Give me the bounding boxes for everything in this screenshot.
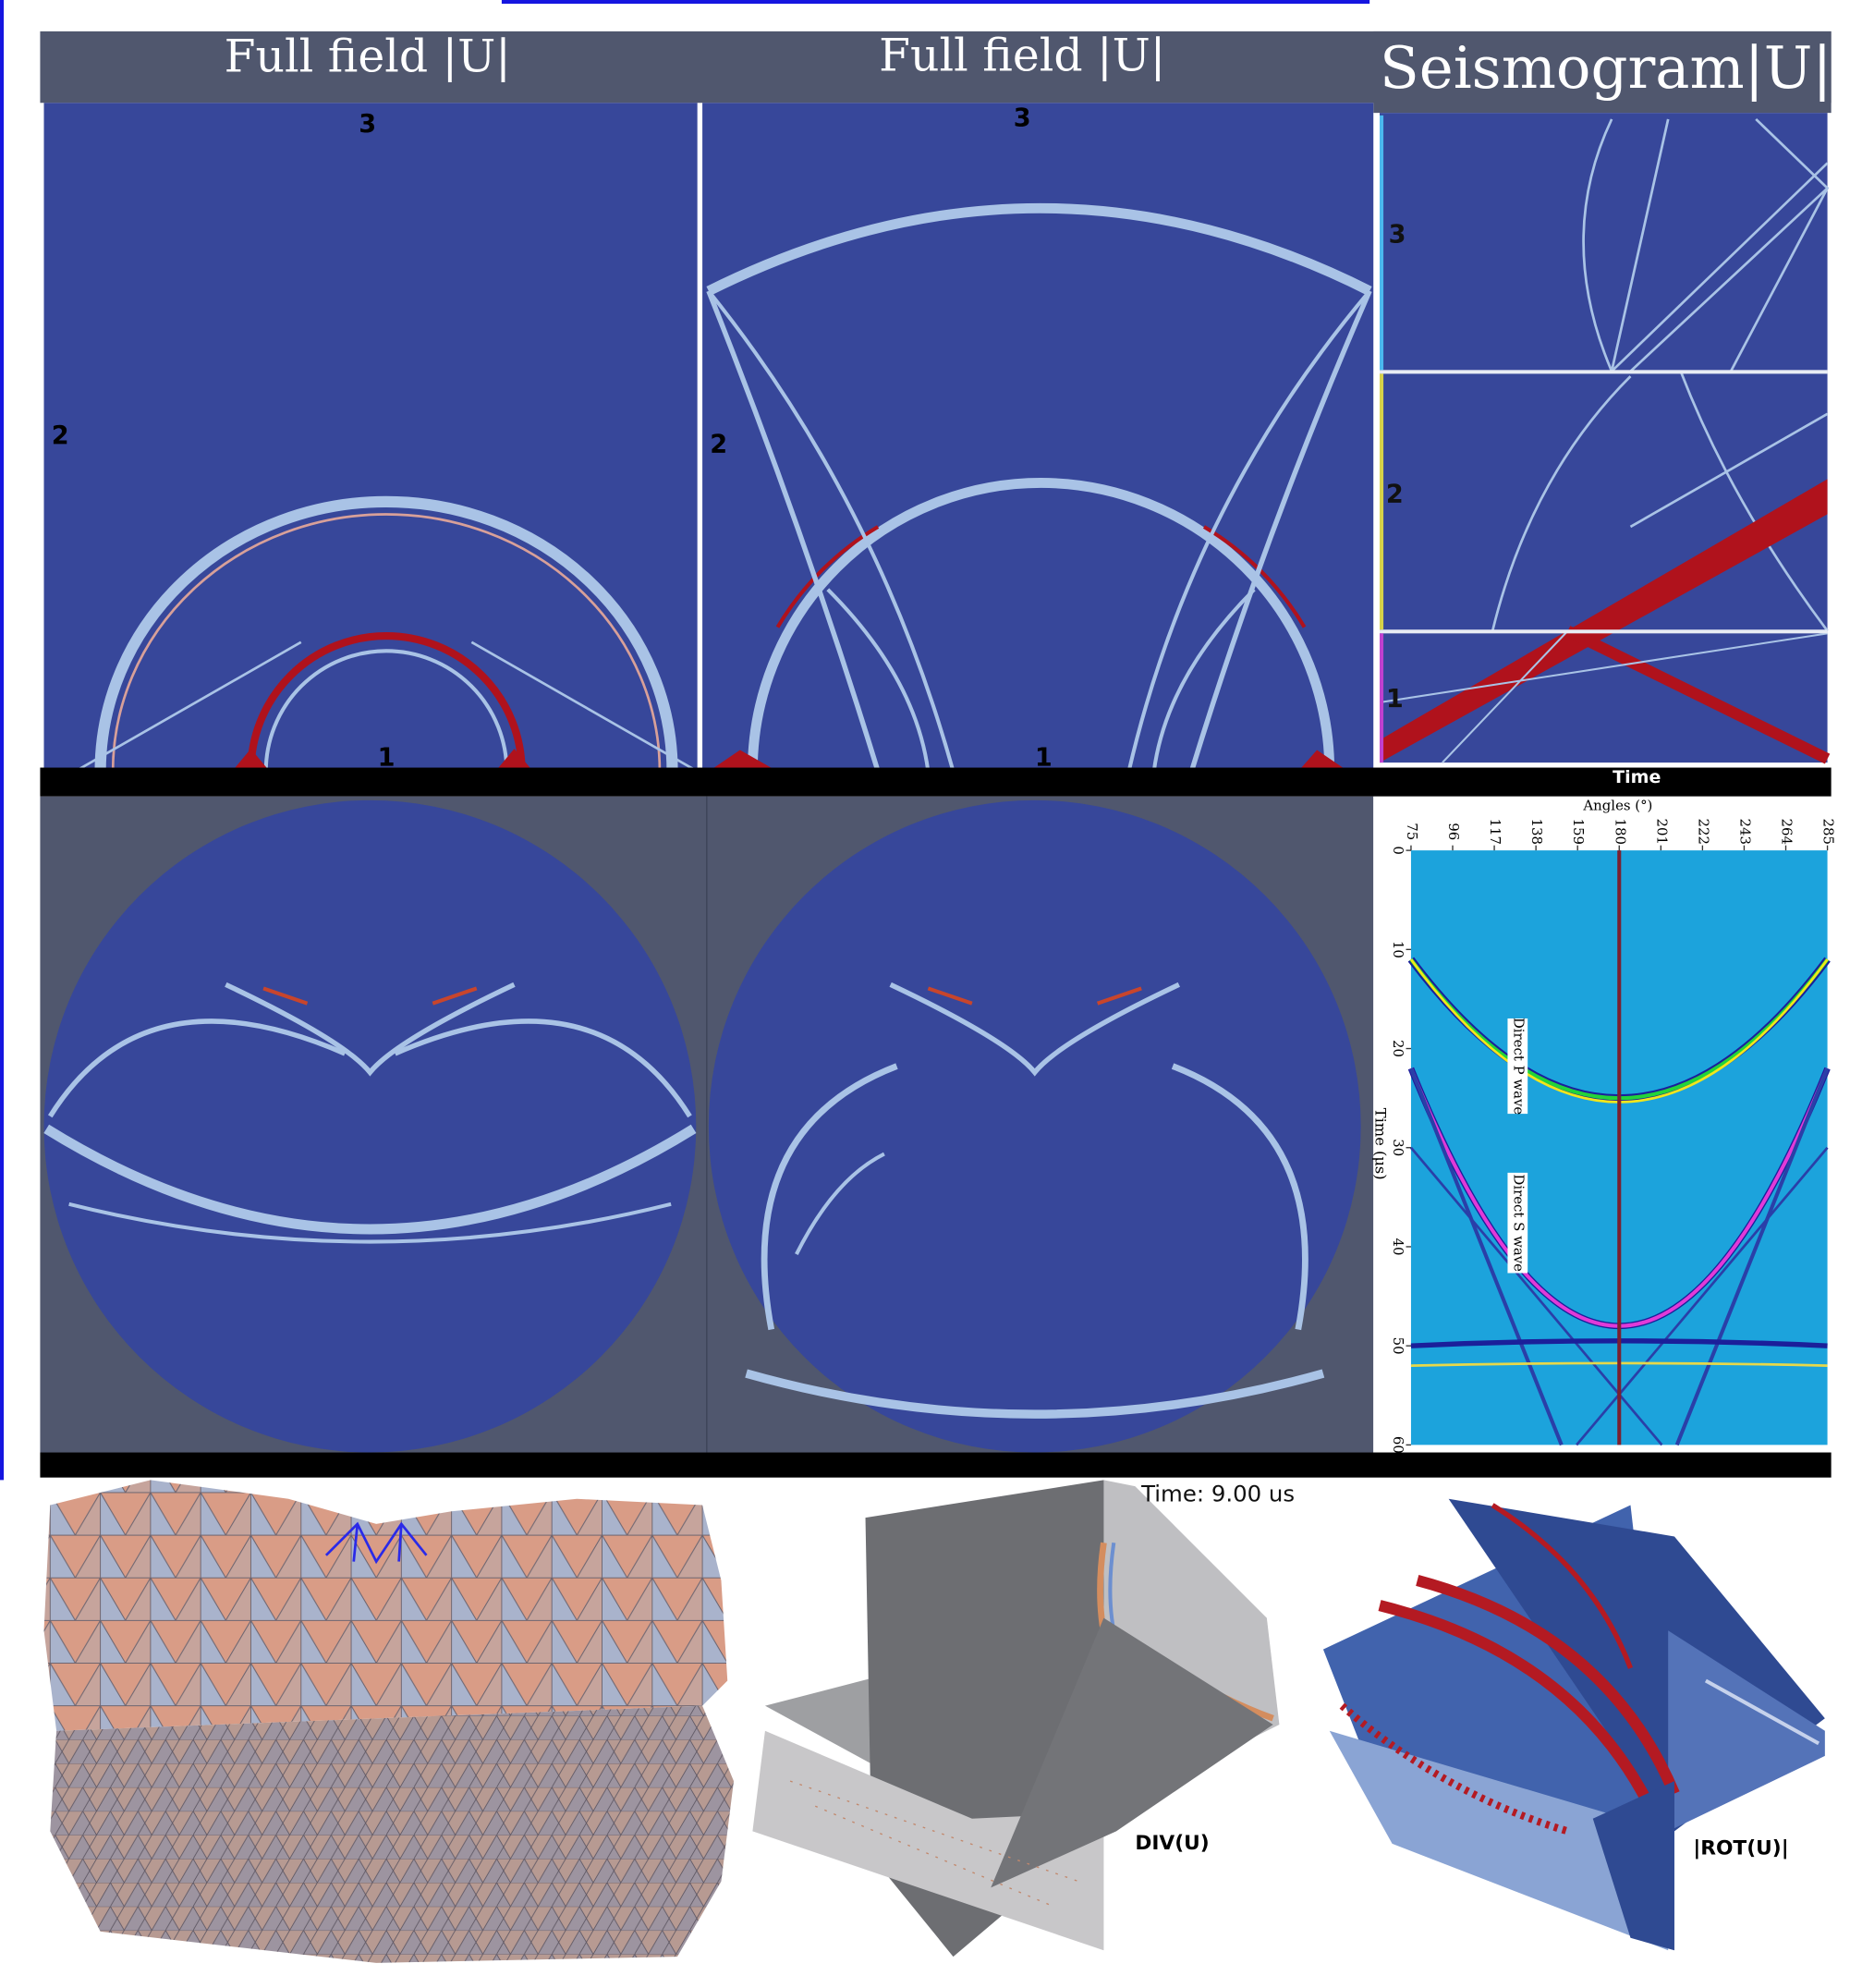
wave-front <box>706 202 1372 296</box>
annotation-box <box>1507 1018 1528 1115</box>
disk <box>708 799 1361 1453</box>
panel-title: Full field |U| <box>225 30 511 83</box>
axis-accent <box>1380 373 1384 630</box>
rot-wave <box>1378 1575 1680 1822</box>
axis-accent <box>1380 633 1384 763</box>
wave-front <box>263 649 509 772</box>
view-label: DIV(U) <box>1135 1832 1209 1855</box>
seis-field <box>1380 113 1828 763</box>
y-tick-label: 50 <box>1390 1337 1406 1355</box>
y-tick-label: 60 <box>1390 1436 1406 1454</box>
trace-strong <box>1380 479 1828 763</box>
reflect <box>826 588 1256 772</box>
separator <box>1380 629 1828 634</box>
x-tick-label: 285 <box>1820 819 1837 845</box>
source-tets <box>324 1521 428 1565</box>
wave-front <box>43 1124 697 1235</box>
wave-front <box>747 478 1335 772</box>
x-tick-label: 138 <box>1528 819 1545 845</box>
panel-title: Seismogram|U| <box>1380 34 1832 102</box>
view-time: Time: 9.00 us <box>1140 1481 1295 1507</box>
trace <box>1379 629 1828 763</box>
black-bar <box>40 1452 1832 1478</box>
wave-front <box>68 1201 672 1244</box>
wave-front <box>795 1152 885 1256</box>
x-tick-label: 264 <box>1779 819 1795 845</box>
disk-divider <box>706 796 708 1453</box>
trace-strong <box>1564 626 1831 764</box>
source <box>495 749 533 772</box>
x-tick-label: 180 <box>1612 819 1628 845</box>
wave-front <box>761 1063 1308 1331</box>
y-tick-label: 30 <box>1390 1139 1406 1156</box>
plane <box>752 1730 1104 1951</box>
rot-wave <box>1704 1678 1820 1746</box>
y-tick-label: 40 <box>1390 1238 1406 1255</box>
region-label: 3 <box>1014 104 1031 132</box>
div-noise <box>789 1780 1079 1908</box>
wave-front <box>225 982 516 1077</box>
separator <box>1380 370 1828 374</box>
y-tick-label: 0 <box>1390 846 1406 854</box>
region-label: 3 <box>359 110 376 139</box>
y-axis-label: Time (μs) <box>1372 1108 1390 1180</box>
rot-wave <box>1491 1503 1634 1669</box>
plane <box>1329 1730 1669 1951</box>
source <box>232 749 270 772</box>
field-right <box>702 103 1374 772</box>
annotation: Direct P wave <box>1510 1018 1527 1116</box>
x-tick-label: 201 <box>1653 819 1670 845</box>
annotation-box <box>1507 1172 1528 1274</box>
trace <box>1582 117 1830 372</box>
region-label: 1 <box>378 744 396 773</box>
region-label: 2 <box>710 430 727 458</box>
view-label: |ROT(U)| <box>1693 1836 1788 1860</box>
plane <box>1592 1781 1674 1951</box>
black-bar <box>40 767 1832 797</box>
region-label: 3 <box>1389 221 1406 250</box>
wave-front <box>47 1018 692 1118</box>
region-label: 1 <box>1035 744 1053 773</box>
x-tick-label: 75 <box>1404 823 1420 840</box>
link-underline <box>501 0 1370 5</box>
mesh-top <box>43 1480 728 1731</box>
left-border <box>0 0 5 1481</box>
seis-header <box>1373 30 1832 114</box>
wave-front <box>247 631 526 772</box>
wave-front <box>262 986 478 1006</box>
region-label: 2 <box>1386 481 1404 509</box>
field-left <box>43 103 698 772</box>
wave-front <box>745 1369 1325 1419</box>
region-label: 1 <box>1386 685 1404 713</box>
annotation: Direct S wave <box>1510 1174 1527 1272</box>
wave-front <box>94 495 678 772</box>
axis-accent <box>1380 115 1384 371</box>
region-label: 2 <box>52 421 69 450</box>
x-tick-label: 96 <box>1445 823 1462 840</box>
plane <box>991 1617 1273 1888</box>
axis-label: Time <box>1613 767 1661 787</box>
x-tick-label: 117 <box>1487 819 1503 845</box>
source <box>1297 750 1349 772</box>
trace <box>1491 371 1829 632</box>
y-tick-label: 20 <box>1390 1040 1406 1057</box>
head-wave <box>74 640 699 773</box>
panel-title: Full field |U| <box>879 29 1165 81</box>
wave-front <box>927 986 1142 1006</box>
wave-front <box>889 982 1181 1077</box>
wave-front <box>111 513 662 772</box>
x-axis-label: Angles (°) <box>1582 798 1652 814</box>
x-tick-label: 222 <box>1695 819 1711 845</box>
reflect <box>706 289 1372 773</box>
y-tick-label: 10 <box>1390 941 1406 958</box>
reflect <box>707 289 1371 773</box>
x-tick-label: 159 <box>1570 819 1587 845</box>
mesh-body <box>50 1705 735 1963</box>
source <box>708 750 778 772</box>
x-tick-label: 243 <box>1736 819 1753 845</box>
disk <box>43 799 697 1453</box>
arrival <box>1409 1067 1830 1446</box>
